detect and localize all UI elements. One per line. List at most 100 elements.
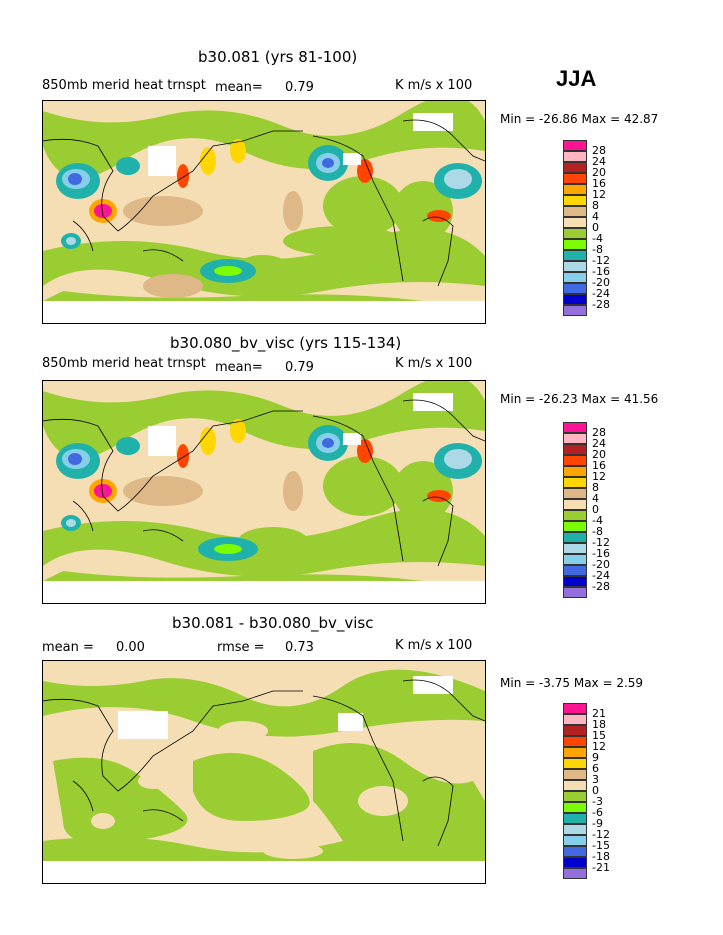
legend-tick-label: -4 <box>592 232 603 245</box>
legend-swatch <box>563 433 587 444</box>
legend-swatch <box>563 283 587 294</box>
legend-swatch <box>563 802 587 813</box>
legend-swatch <box>563 477 587 488</box>
legend-tick-label: -24 <box>592 569 610 582</box>
legend-swatch <box>563 272 587 283</box>
legend-tick-label: 4 <box>592 210 599 223</box>
legend-swatch <box>563 422 587 433</box>
panel-2-legend: 28 24 20 16 12 8 4 0 -4 -8 -12 -16 -20 -24 -28 <box>563 422 653 602</box>
legend-tick-label: 20 <box>592 448 606 461</box>
legend-tick-label: 0 <box>592 503 599 516</box>
legend-tick-label: 28 <box>592 426 606 439</box>
panel-1-mean-label: mean= <box>215 80 263 95</box>
panel-3-mean-value: 0.00 <box>116 640 145 655</box>
legend-tick-label: -3 <box>592 795 603 808</box>
legend-swatch <box>563 714 587 725</box>
legend-tick-label: 6 <box>592 762 599 775</box>
panel-1-minmax: Min = -26.86 Max = 42.87 <box>500 112 659 126</box>
panel-2-mean-label: mean= <box>215 360 263 375</box>
legend-tick-label: 9 <box>592 751 599 764</box>
legend-swatch <box>563 206 587 217</box>
legend-tick-label: 15 <box>592 729 606 742</box>
legend-tick-label: 24 <box>592 155 606 168</box>
legend-tick-label: 0 <box>592 221 599 234</box>
legend-tick-label: -20 <box>592 558 610 571</box>
legend-tick-label: -6 <box>592 806 603 819</box>
legend-tick-label: 20 <box>592 166 606 179</box>
panel-1-mean-value: 0.79 <box>285 80 314 95</box>
legend-swatch <box>563 791 587 802</box>
legend-swatch <box>563 857 587 868</box>
panel-3-map <box>42 660 486 884</box>
legend-swatch <box>563 868 587 879</box>
legend-tick-label: 12 <box>592 188 606 201</box>
legend-swatch <box>563 510 587 521</box>
panel-3-rmse-value: 0.73 <box>285 640 314 655</box>
legend-tick-label: 28 <box>592 144 606 157</box>
legend-swatch <box>563 162 587 173</box>
legend-tick-label: 4 <box>592 492 599 505</box>
legend-swatch <box>563 294 587 305</box>
legend-swatch <box>563 488 587 499</box>
legend-tick-label: -28 <box>592 298 610 311</box>
legend-swatch <box>563 184 587 195</box>
legend-swatch <box>563 140 587 151</box>
legend-tick-label: 24 <box>592 437 606 450</box>
panel-1-units: K m/s x 100 <box>395 78 473 93</box>
legend-tick-label: -16 <box>592 547 610 560</box>
panel-1-variable: 850mb merid heat trnspt <box>42 78 206 93</box>
legend-swatch <box>563 835 587 846</box>
legend-tick-label: 16 <box>592 177 606 190</box>
legend-swatch <box>563 769 587 780</box>
legend-swatch <box>563 736 587 747</box>
legend-swatch <box>563 543 587 554</box>
legend-swatch <box>563 151 587 162</box>
legend-tick-label: -12 <box>592 536 610 549</box>
legend-swatch <box>563 824 587 835</box>
legend-swatch <box>563 455 587 466</box>
legend-tick-label: -20 <box>592 276 610 289</box>
legend-tick-label: 16 <box>592 459 606 472</box>
season-label: JJA <box>556 66 597 91</box>
panel-2-variable: 850mb merid heat trnspt <box>42 356 206 371</box>
legend-swatch <box>563 813 587 824</box>
legend-tick-label: -16 <box>592 265 610 278</box>
panel-2-mean-value: 0.79 <box>285 360 314 375</box>
legend-swatch <box>563 587 587 598</box>
legend-swatch <box>563 250 587 261</box>
legend-swatch <box>563 239 587 250</box>
legend-swatch <box>563 532 587 543</box>
panel-1-map <box>42 100 486 324</box>
legend-tick-label: -18 <box>592 850 610 863</box>
legend-tick-label: 3 <box>592 773 599 786</box>
legend-swatch <box>563 565 587 576</box>
legend-tick-label: -8 <box>592 525 603 538</box>
panel-1-title: b30.081 (yrs 81-100) <box>198 48 358 66</box>
panel-3-map-svg <box>43 661 485 883</box>
legend-swatch <box>563 228 587 239</box>
legend-swatch <box>563 846 587 857</box>
panel-3-mean-label: mean = <box>42 640 94 655</box>
legend-tick-label: -15 <box>592 839 610 852</box>
panel-2-map-svg <box>43 381 485 603</box>
legend-swatch <box>563 195 587 206</box>
legend-swatch <box>563 466 587 477</box>
panel-3-legend: 21 18 15 12 9 6 3 0 -3 -6 -9 -12 -15 -18 -21 <box>563 703 653 883</box>
panel-2-units: K m/s x 100 <box>395 356 473 371</box>
legend-swatch <box>563 554 587 565</box>
legend-tick-label: 12 <box>592 740 606 753</box>
legend-swatch <box>563 173 587 184</box>
legend-tick-label: -28 <box>592 580 610 593</box>
legend-swatch <box>563 725 587 736</box>
legend-tick-label: 21 <box>592 707 606 720</box>
legend-tick-label: 12 <box>592 470 606 483</box>
legend-tick-label: -4 <box>592 514 603 527</box>
panel-1-legend: 28 24 20 16 12 8 4 0 -4 -8 -12 -16 -20 -24 -28 <box>563 140 653 320</box>
legend-tick-label: 18 <box>592 718 606 731</box>
legend-tick-label: -21 <box>592 861 610 874</box>
legend-swatch <box>563 261 587 272</box>
panel-2-title: b30.080_bv_visc (yrs 115-134) <box>170 334 402 352</box>
legend-swatch <box>563 747 587 758</box>
legend-tick-label: -12 <box>592 254 610 267</box>
legend-swatch <box>563 521 587 532</box>
